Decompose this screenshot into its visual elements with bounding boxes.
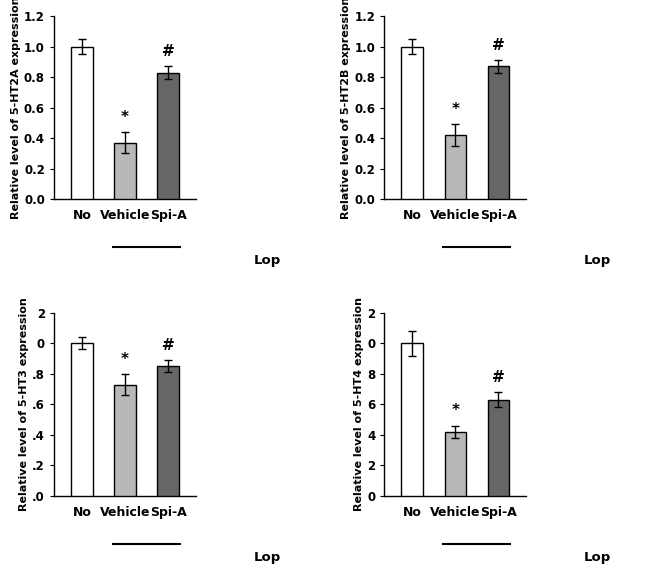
Text: Lop: Lop [584, 254, 611, 267]
Text: Lop: Lop [254, 254, 281, 267]
Bar [445, 135, 466, 199]
Bar [71, 46, 93, 199]
Bar [488, 66, 509, 199]
Text: Lop: Lop [584, 551, 611, 564]
Y-axis label: Relative level of 5-HT3 expression: Relative level of 5-HT3 expression [19, 297, 29, 511]
Bar [488, 400, 509, 496]
Text: Lop: Lop [254, 551, 281, 564]
Text: *: * [121, 110, 129, 125]
Y-axis label: Relative level of 5-HT2A expression: Relative level of 5-HT2A expression [11, 0, 21, 219]
Bar [157, 366, 179, 496]
Bar [401, 46, 423, 199]
Bar [157, 73, 179, 199]
Text: #: # [492, 370, 505, 385]
Bar [114, 385, 136, 496]
Text: *: * [452, 403, 460, 418]
Text: *: * [121, 352, 129, 367]
Bar [445, 432, 466, 496]
Text: #: # [162, 338, 175, 353]
Bar [401, 343, 423, 496]
Bar [114, 143, 136, 199]
Text: #: # [162, 44, 175, 59]
Y-axis label: Relative level of 5-HT4 expression: Relative level of 5-HT4 expression [354, 297, 364, 511]
Text: #: # [492, 38, 505, 53]
Y-axis label: Relative level of 5-HT2B expression: Relative level of 5-HT2B expression [341, 0, 351, 219]
Text: *: * [452, 102, 460, 117]
Bar [71, 343, 93, 496]
